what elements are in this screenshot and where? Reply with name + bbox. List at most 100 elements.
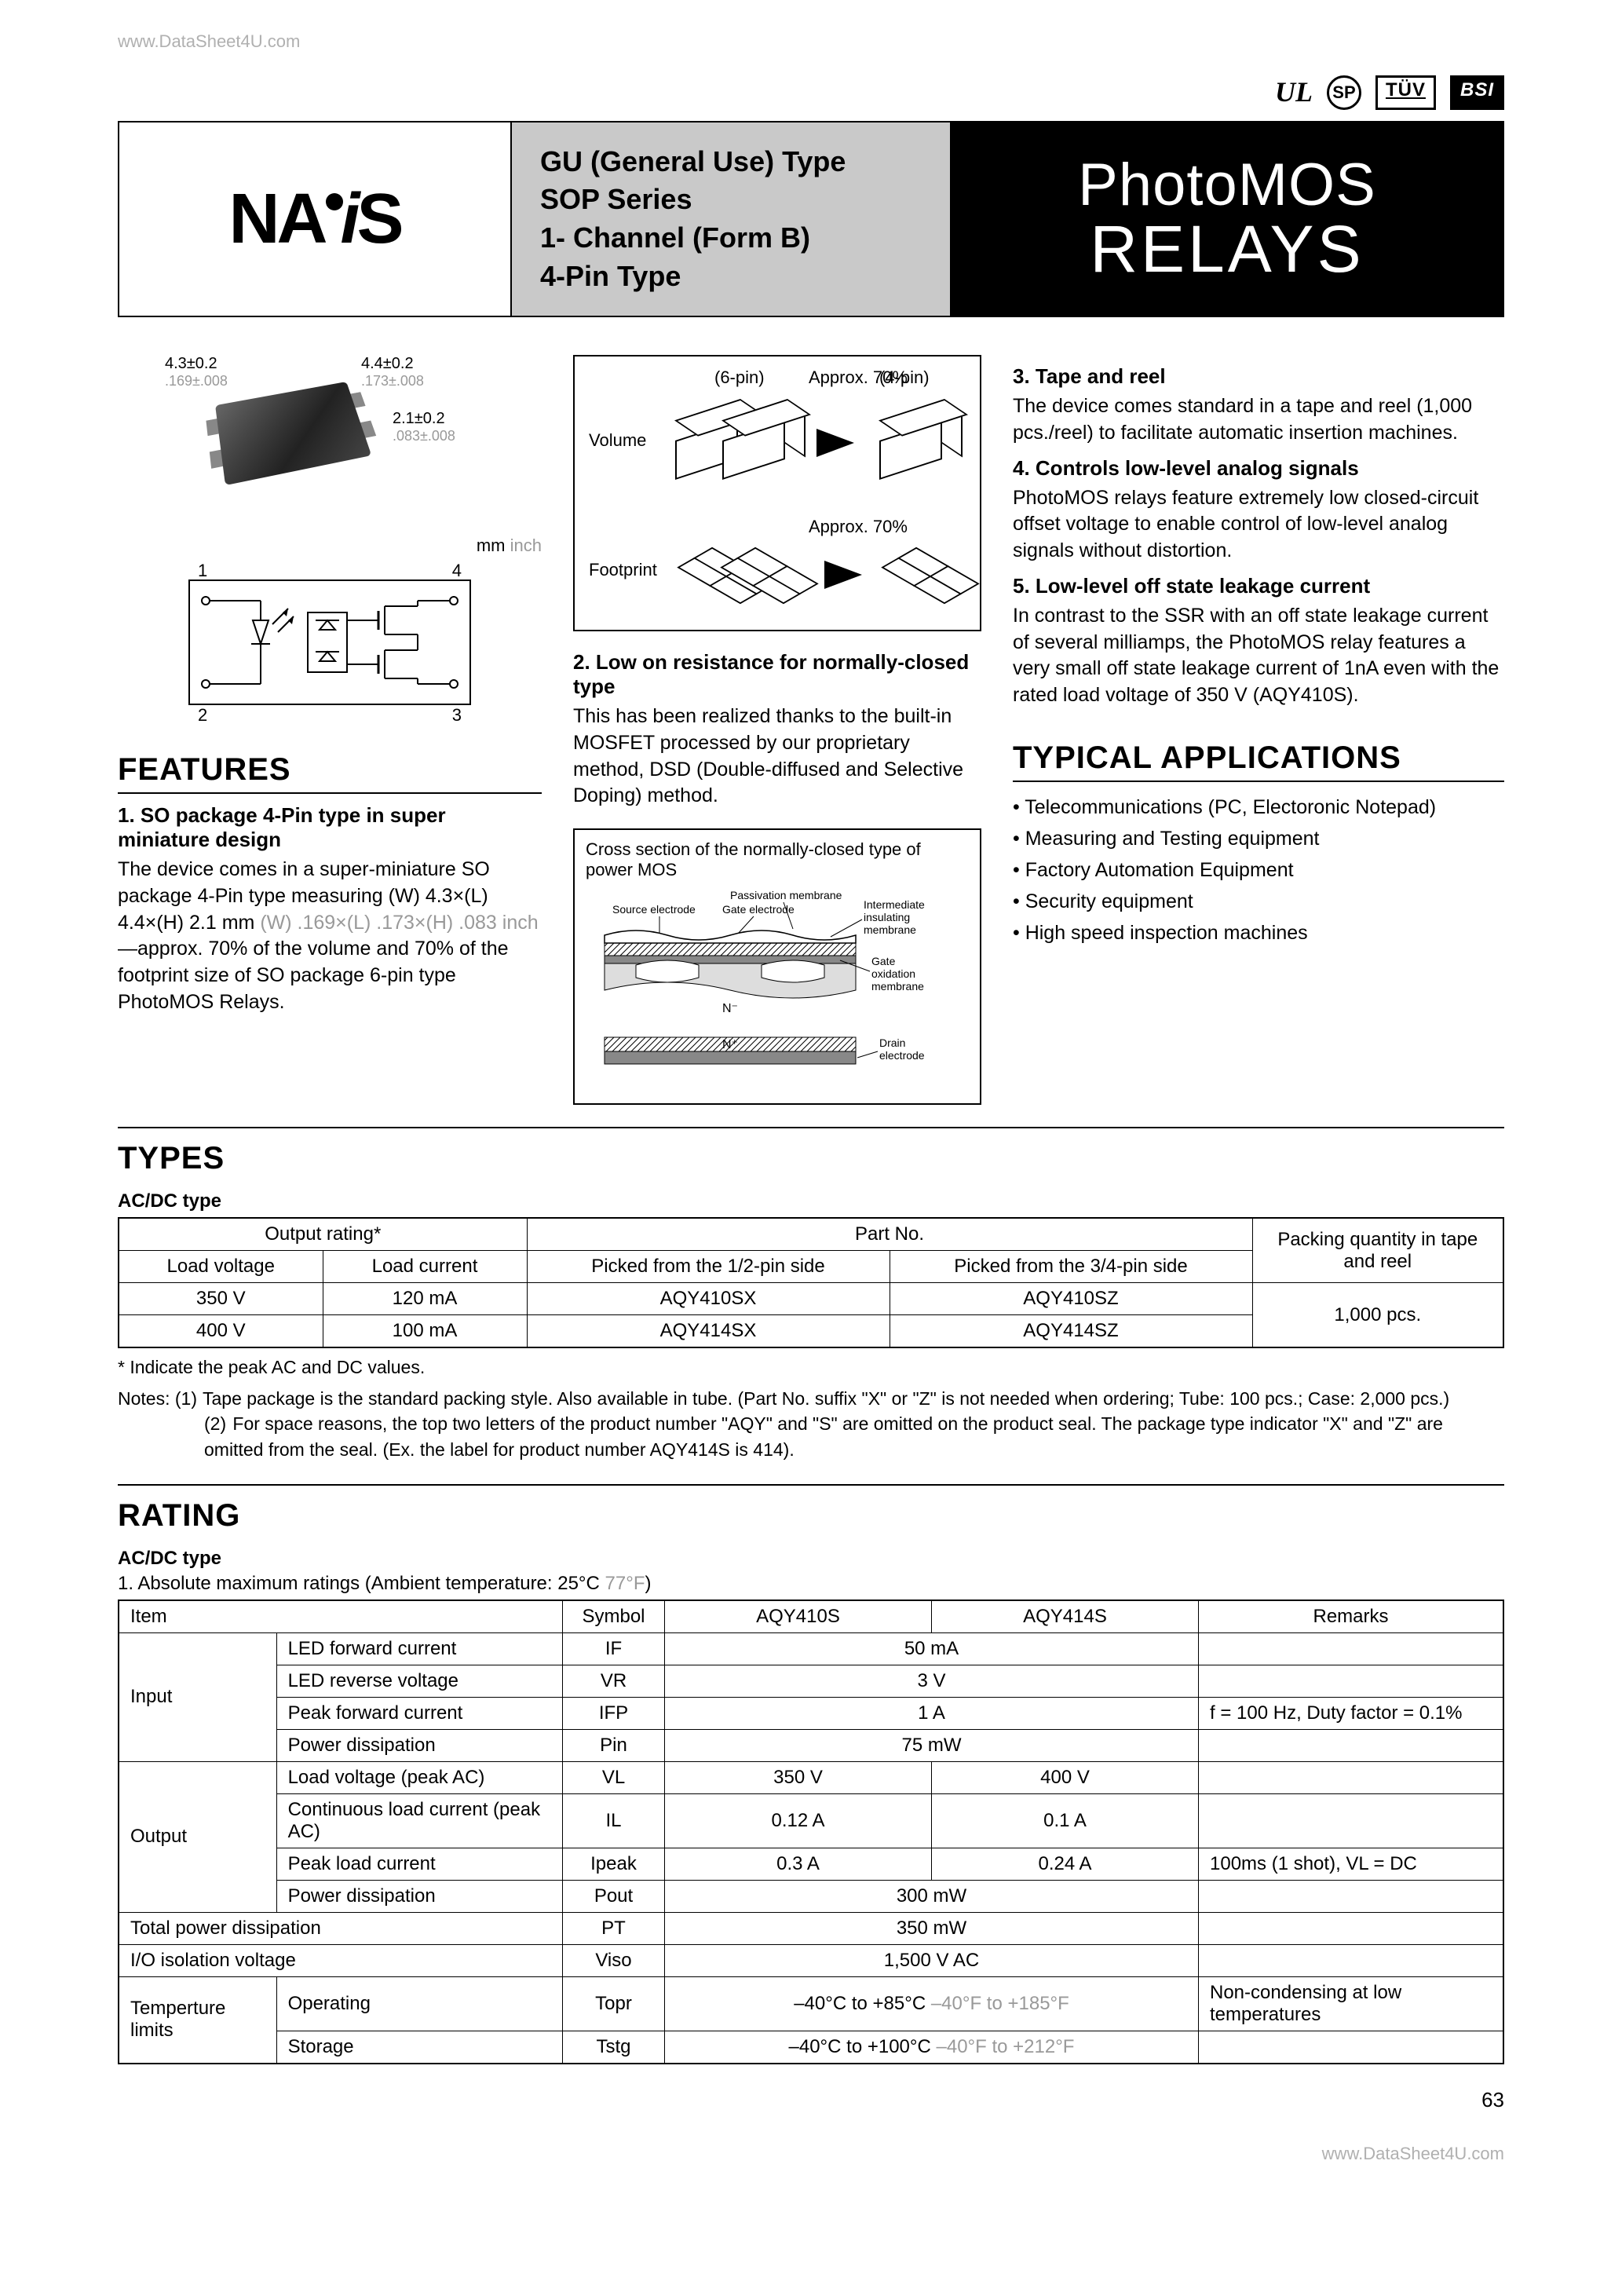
- pin-2: 2: [198, 705, 207, 726]
- chip-icon: [215, 382, 371, 485]
- svg-text:Drain: Drain: [879, 1036, 905, 1049]
- svg-text:Gate: Gate: [871, 955, 896, 967]
- package-drawing: 4.3±0.2 .169±.008 4.4±0.2 .173±.008 2.1±…: [118, 355, 542, 528]
- svg-text:N⁺: N⁺: [722, 1038, 738, 1051]
- title-l3: 1- Channel (Form B): [540, 219, 922, 258]
- list-item: • High speed inspection machines: [1013, 917, 1504, 949]
- th-picked-34: Picked from the 3/4-pin side: [890, 1251, 1252, 1283]
- table-row: Power dissipation Pin 75 mW: [119, 1729, 1503, 1761]
- feature-1-title: 1. SO package 4-Pin type in super miniat…: [118, 803, 542, 852]
- cross-section-svg: Passivation membrane Source electrode Ga…: [586, 880, 969, 1084]
- cert-csa-icon: SP: [1327, 75, 1361, 110]
- svg-text:membrane: membrane: [864, 923, 916, 936]
- dim-w: 4.3±0.2: [165, 355, 217, 372]
- logo-text: NAiS: [228, 179, 400, 260]
- dim-h: 2.1±0.2: [393, 410, 445, 427]
- th-part-no: Part No.: [527, 1218, 1252, 1251]
- svg-text:insulating: insulating: [864, 911, 910, 923]
- rating-heading: RATING: [118, 1498, 1504, 1538]
- header-band: NAiS GU (General Use) Type SOP Series 1-…: [118, 121, 1504, 317]
- list-item: • Telecommunications (PC, Electoronic No…: [1013, 792, 1504, 823]
- svg-text:Gate electrode: Gate electrode: [722, 903, 795, 916]
- arrow-icon: [824, 561, 862, 589]
- svg-text:electrode: electrode: [879, 1049, 925, 1062]
- watermark-bottom: www.DataSheet4U.com: [118, 2144, 1504, 2164]
- title-l4: 4-Pin Type: [540, 258, 922, 296]
- dim-l-inch: .173±.008: [361, 373, 424, 389]
- types-heading: TYPES: [118, 1141, 1504, 1181]
- feature-2-text: This has been realized thanks to the bui…: [573, 704, 981, 810]
- types-sub: AC/DC type: [118, 1190, 1504, 1212]
- cross-section-title: Cross section of the normally-closed typ…: [586, 839, 969, 880]
- label-approx-1: Approx. 70%: [809, 367, 908, 388]
- pin-3: 3: [452, 705, 462, 726]
- th-symbol: Symbol: [563, 1600, 665, 1633]
- table-row: Power dissipation Pout 300 mW: [119, 1880, 1503, 1912]
- table-row: Item Symbol AQY410S AQY414S Remarks: [119, 1600, 1503, 1633]
- product-line2: RELAYS: [1090, 211, 1364, 287]
- feature-4-text: PhotoMOS relays feature extremely low cl…: [1013, 485, 1504, 565]
- table-row: Temperture limits Operating Topr –40°C t…: [119, 1976, 1503, 2031]
- title-l2: SOP Series: [540, 181, 922, 219]
- header-title-block: GU (General Use) Type SOP Series 1- Chan…: [512, 122, 952, 316]
- dim-l: 4.4±0.2: [361, 355, 414, 372]
- typical-apps-heading: TYPICAL APPLICATIONS: [1013, 740, 1504, 782]
- svg-text:Intermediate: Intermediate: [864, 898, 925, 911]
- types-notes: Notes: (1)Tape package is the standard p…: [118, 1386, 1504, 1462]
- schematic-diagram: 1 2 3 4: [188, 579, 471, 705]
- brand-logo: NAiS: [119, 122, 512, 316]
- th-remarks: Remarks: [1199, 1600, 1504, 1633]
- arrow-icon: [816, 429, 854, 457]
- label-volume: Volume: [589, 430, 646, 451]
- dim-h-inch: .083±.008: [393, 428, 455, 444]
- dim-w-inch: .169±.008: [165, 373, 228, 389]
- pin-1: 1: [198, 561, 207, 581]
- table-row: Output rating* Part No. Packing quantity…: [119, 1218, 1503, 1251]
- feature-5-text: In contrast to the SSR with an off state…: [1013, 603, 1504, 709]
- applications-list: • Telecommunications (PC, Electoronic No…: [1013, 792, 1504, 949]
- rating-table: Item Symbol AQY410S AQY414S Remarks Inpu…: [118, 1600, 1504, 2064]
- table-row: LED reverse voltage VR 3 V: [119, 1665, 1503, 1697]
- types-footnote: * Indicate the peak AC and DC values.: [118, 1355, 1504, 1380]
- rating-sub: AC/DC type: [118, 1548, 1504, 1570]
- th-packing: Packing quantity in tape and reel: [1252, 1218, 1503, 1283]
- pin-4: 4: [452, 561, 462, 581]
- rating-sub2: 1. Absolute maximum ratings (Ambient tem…: [118, 1573, 1504, 1595]
- feature-2-title: 2. Low on resistance for normally-closed…: [573, 650, 981, 699]
- cert-bsi-icon: BSI: [1450, 75, 1504, 110]
- table-row: I/O isolation voltage Viso 1,500 V AC: [119, 1944, 1503, 1976]
- cert-tuv-icon: TÜV: [1375, 75, 1436, 110]
- list-item: • Security equipment: [1013, 886, 1504, 917]
- svg-text:oxidation: oxidation: [871, 967, 915, 980]
- feature-3-title: 3. Tape and reel: [1013, 364, 1504, 389]
- schematic-svg: [190, 581, 469, 704]
- cert-ul-icon: UL: [1275, 75, 1313, 110]
- table-row: Total power dissipation PT 350 mW: [119, 1912, 1503, 1944]
- table-row: Output Load voltage (peak AC) VL 350 V 4…: [119, 1761, 1503, 1793]
- th-load-current: Load current: [323, 1251, 527, 1283]
- th-picked-12: Picked from the 1/2-pin side: [527, 1251, 890, 1283]
- features-heading: FEATURES: [118, 752, 542, 794]
- page-number: 63: [118, 2088, 1504, 2112]
- svg-text:membrane: membrane: [871, 980, 924, 993]
- feature-3-text: The device comes standard in a tape and …: [1013, 393, 1504, 447]
- certification-row: UL SP TÜV BSI: [118, 75, 1504, 110]
- label-6pin: (6-pin): [714, 367, 765, 388]
- list-item: • Measuring and Testing equipment: [1013, 823, 1504, 854]
- list-item: • Factory Automation Equipment: [1013, 854, 1504, 886]
- svg-text:Source electrode: Source electrode: [612, 903, 696, 916]
- table-row: Input LED forward current IF 50 mA: [119, 1632, 1503, 1665]
- th-p1: AQY410S: [665, 1600, 932, 1633]
- table-row: Continuous load current (peak AC) IL 0.1…: [119, 1793, 1503, 1848]
- table-row: 350 V 120 mA AQY410SX AQY410SZ 1,000 pcs…: [119, 1283, 1503, 1315]
- th-load-voltage: Load voltage: [119, 1251, 323, 1283]
- th-p2: AQY414S: [932, 1600, 1199, 1633]
- svg-text:N⁻: N⁻: [722, 1002, 738, 1015]
- title-l1: GU (General Use) Type: [540, 143, 922, 181]
- table-row: Storage Tstg –40°C to +100°C –40°F to +2…: [119, 2031, 1503, 2064]
- label-footprint: Footprint: [589, 560, 657, 580]
- product-line1: PhotoMOS: [1078, 151, 1376, 219]
- svg-text:Passivation membrane: Passivation membrane: [730, 889, 842, 901]
- label-approx-2: Approx. 70%: [809, 517, 908, 537]
- types-table: Output rating* Part No. Packing quantity…: [118, 1217, 1504, 1348]
